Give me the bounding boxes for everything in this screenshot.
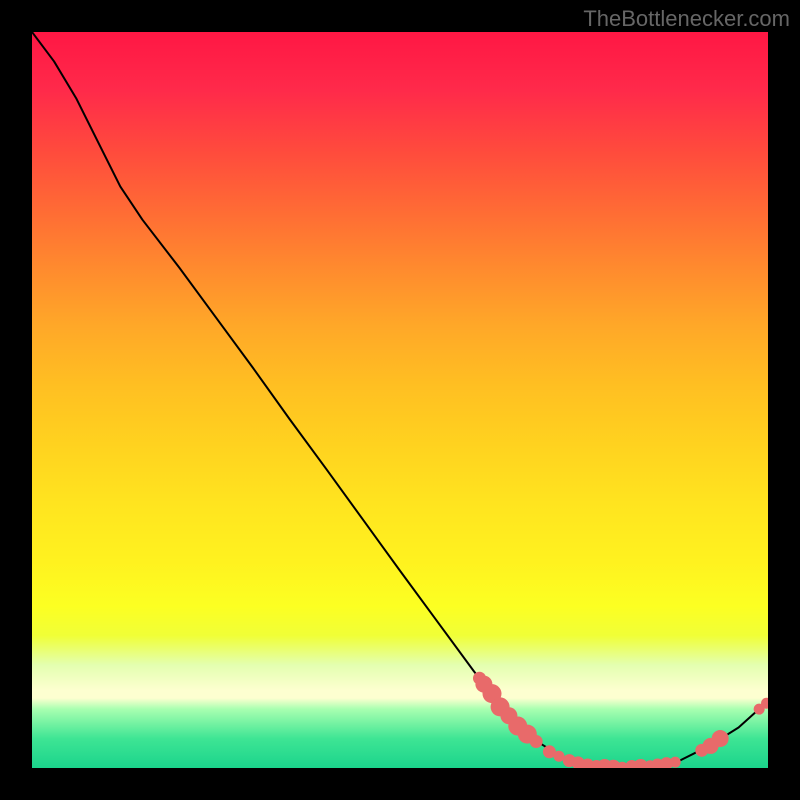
plot-area [32, 32, 768, 768]
watermark-text: TheBottlenecker.com [583, 6, 790, 32]
gradient-background [32, 32, 768, 768]
chart-container: TheBottlenecker.com [0, 0, 800, 800]
